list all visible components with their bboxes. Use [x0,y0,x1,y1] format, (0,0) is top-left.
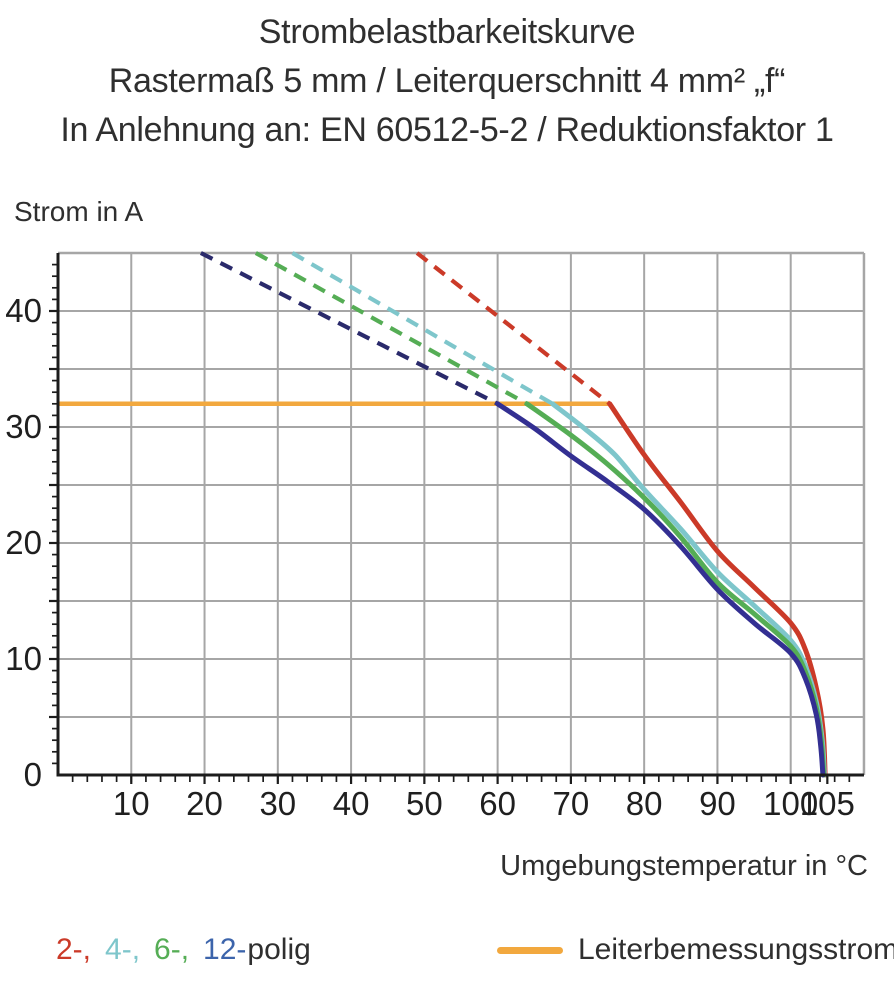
chart-subtitle: Rastermaß 5 mm / Leiterquerschnitt 4 mm²… [108,62,786,100]
svg-text:10: 10 [113,785,150,822]
series-solid-2-polig [607,401,828,778]
series-dashed-12-polig [199,251,499,406]
series-dashed-6-polig [254,251,528,406]
legend-pole-4: 4-, [105,933,141,966]
y-tick-labels: 0 10 20 30 40 [5,292,42,793]
chart-title: Strombelastbarkeitskurve [258,13,636,51]
svg-text:40: 40 [5,292,42,329]
series-solid [495,401,828,778]
legend-pole-2: 2-, [56,933,92,966]
svg-text:60: 60 [479,785,516,822]
svg-text:0: 0 [24,756,42,793]
legend-row: 2-, 4-, 6-, 12-polig Leiterbemessungsstrom [0,933,894,983]
svg-text:20: 20 [5,524,42,561]
svg-text:50: 50 [406,785,443,822]
legend-pole-suffix: polig [247,933,311,966]
legend-pole-12: 12- [203,933,247,966]
axes [49,253,864,784]
reference-legend: Leiterbemessungsstrom [497,933,894,967]
svg-text:30: 30 [259,785,296,822]
svg-text:30: 30 [5,408,42,445]
chart-title-block: Strombelastbarkeitskurve Rastermaß 5 mm … [0,8,894,155]
series-dashed-4-polig [291,251,554,406]
series-dashed-2-polig [415,251,612,406]
svg-text:10: 10 [5,640,42,677]
svg-text:20: 20 [186,785,223,822]
svg-text:105: 105 [800,785,855,822]
x-axis-title: Umgebungstemperatur in °C [500,850,868,882]
reference-line-swatch-icon [497,946,563,954]
series-solid-12-polig [495,401,826,778]
gridlines [58,251,866,775]
svg-text:70: 70 [553,785,590,822]
legend-pole-6: 6-, [154,933,190,966]
series-solid-4-polig [550,401,827,778]
svg-text:90: 90 [699,785,736,822]
svg-text:80: 80 [626,785,663,822]
y-axis-title: Strom in A [14,196,144,227]
svg-text:40: 40 [333,785,370,822]
poles-legend: 2-, 4-, 6-, 12-polig [56,933,311,967]
series-dashed [199,251,612,406]
reference-legend-label: Leiterbemessungsstrom [578,933,894,966]
svg-text:100: 100 [763,785,818,822]
chart-note: In Anlehnung an: EN 60512-5-2 / Reduktio… [60,111,834,149]
